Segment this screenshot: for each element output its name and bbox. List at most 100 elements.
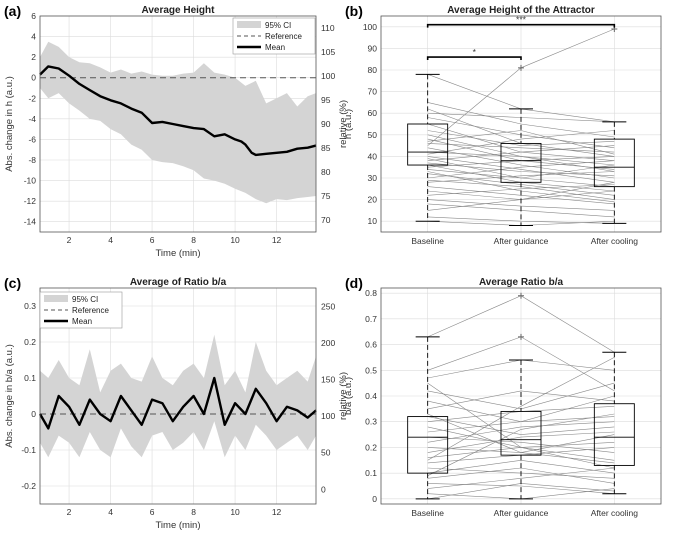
y-tick-label: 0.1 (365, 468, 377, 478)
subject-line (427, 431, 615, 453)
y-tick-label: 0 (372, 494, 377, 504)
y-tick-label: 4 (31, 32, 36, 42)
y-tick-label: 0.3 (365, 417, 377, 427)
category-label: After cooling (591, 508, 639, 518)
category-label: Baseline (411, 508, 444, 518)
x-tick-label: 4 (108, 235, 113, 245)
subject-line (427, 483, 615, 494)
y-tick-label: 0.2 (365, 442, 377, 452)
y-right-tick-label: 100 (321, 71, 335, 81)
y-tick-label: 0.1 (24, 373, 36, 383)
y-tick-label: 50 (368, 130, 378, 140)
subject-line (427, 184, 615, 196)
subject-line (427, 395, 615, 433)
subject-line (427, 130, 615, 155)
y-axis-label: h (a.u.) (343, 109, 354, 139)
y-right-tick-label: 75 (321, 191, 331, 201)
legend-label: Reference (72, 306, 109, 315)
box-iqr (593, 138, 635, 188)
legend-label: 95% CI (265, 21, 291, 30)
subject-line (427, 171, 615, 183)
y-tick-label: 0.8 (365, 288, 377, 298)
y-tick-label: 20 (368, 195, 378, 205)
y-tick-label: 100 (363, 22, 377, 32)
outlier-marker (518, 292, 524, 299)
y-tick-label: 0.7 (365, 314, 377, 324)
category-label: After guidance (494, 236, 549, 246)
x-tick-label: 10 (230, 507, 240, 517)
y-tick-label: 40 (368, 151, 378, 161)
panel-c-average-ratio: 0.3 0.2 0.1 0 -0.1 -0.2 2 4 6 8 10 12 250 200 150 100 50… (4, 277, 349, 531)
subject-line (427, 145, 615, 161)
y-right-tick-label: 0 (321, 484, 326, 494)
category-label: After cooling (591, 236, 639, 246)
x-tick-label: 8 (191, 235, 196, 245)
chart-title: Average Ratio b/a (479, 277, 564, 288)
y-tick-label: 2 (31, 52, 36, 62)
x-tick-label: 2 (67, 507, 72, 517)
y-tick-label: 60 (368, 108, 378, 118)
panel-label-a: (a) (4, 3, 21, 19)
y-right-tick-label: 70 (321, 215, 331, 225)
y-right-tick-label: 50 (321, 448, 331, 458)
y-tick-label: 0 (31, 409, 36, 419)
y-tick-label: -6 (28, 134, 36, 144)
x-tick-label: 10 (230, 235, 240, 245)
subject-line (427, 436, 615, 453)
subject-line (427, 162, 615, 177)
y-axis-label: b/a (a.u.) (343, 377, 354, 415)
significance-label: *** (516, 15, 527, 25)
y-tick-label: -2 (28, 93, 36, 103)
box-iqr (407, 416, 449, 474)
subject-line (427, 130, 615, 146)
y-tick-label: 90 (368, 43, 378, 53)
panel-b-average-height-attractor: 100 90 80 70 60 50 40 30 20 10 Baseline After guida… (343, 5, 662, 246)
x-axis-label: Time (min) (155, 248, 200, 259)
box-iqr (500, 142, 542, 183)
y-right-tick-label: 110 (321, 23, 335, 33)
y-axis-label: Abs. change in b/a (a.u.) (4, 344, 15, 448)
significance-label: * (473, 47, 477, 57)
legend-label: Mean (265, 43, 285, 52)
y-right-tick-label: 80 (321, 167, 331, 177)
subject-line (427, 130, 615, 155)
box-iqr (500, 410, 542, 456)
panel-label-d: (d) (345, 275, 363, 291)
y-tick-label: 80 (368, 65, 378, 75)
x-tick-label: 12 (272, 235, 282, 245)
subject-line (427, 357, 615, 461)
plot-frame (39, 287, 317, 505)
y-tick-label: 30 (368, 173, 378, 183)
y-tick-label: 10 (368, 216, 378, 226)
subject-line (427, 143, 615, 153)
y-tick-label: 0.2 (24, 337, 36, 347)
plot-frame (380, 15, 662, 233)
subject-line (427, 102, 615, 138)
subject-line (427, 459, 615, 474)
y-right-tick-label: 105 (321, 47, 335, 57)
y-tick-label: 0.6 (365, 340, 377, 350)
legend-label: 95% CI (72, 295, 98, 304)
y-right-tick-label: 200 (321, 338, 335, 348)
chart-title: Average Height (142, 5, 216, 16)
mean-line (39, 65, 317, 157)
subject-line (427, 151, 615, 172)
subject-line (427, 467, 615, 489)
mean-line (38, 376, 317, 430)
outlier-marker (518, 64, 524, 71)
y-right-tick-label: 150 (321, 375, 335, 385)
category-label: After guidance (494, 508, 549, 518)
subject-line (427, 390, 615, 410)
y-tick-label: -10 (24, 176, 37, 186)
y-tick-label: -8 (28, 155, 36, 165)
legend-label: Reference (265, 32, 302, 41)
subject-line (427, 382, 615, 461)
significance-bracket (426, 56, 522, 61)
y-tick-label: 0.5 (365, 365, 377, 375)
subject-line (427, 160, 615, 179)
panel-label-b: (b) (345, 3, 363, 19)
y-tick-label: 6 (31, 11, 36, 21)
y-right-axis-label: relative (%) (338, 100, 349, 148)
y-tick-label: -12 (24, 196, 37, 206)
box-iqr (407, 123, 449, 166)
